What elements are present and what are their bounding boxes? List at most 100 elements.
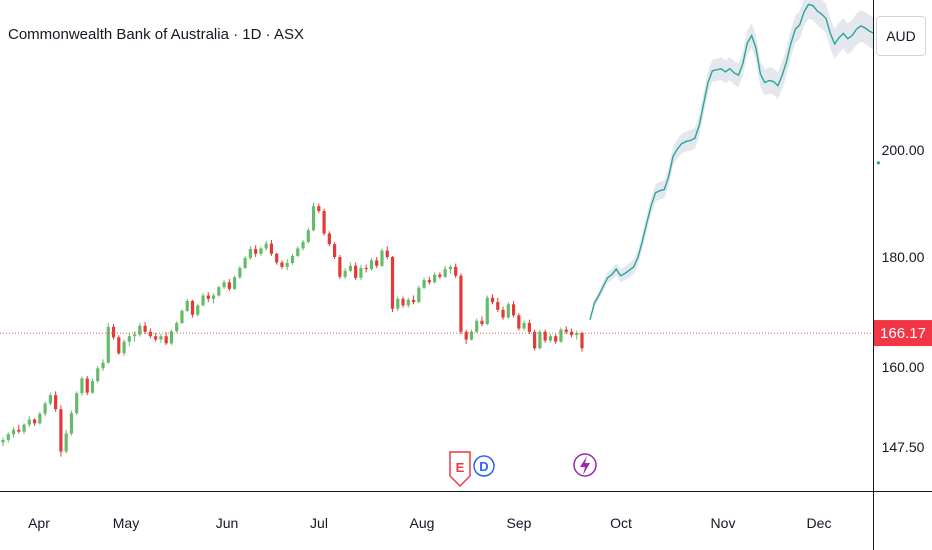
- candle: [306, 227, 310, 244]
- candle-body: [417, 287, 421, 303]
- x-tick-label: May: [113, 515, 139, 531]
- candle-body: [75, 393, 79, 414]
- candle: [59, 405, 63, 457]
- candle-body: [333, 244, 337, 257]
- candle: [427, 276, 431, 285]
- candle: [227, 279, 231, 292]
- candle: [511, 301, 516, 318]
- candle: [396, 296, 400, 311]
- y-axis-ticks: 200.00 180.00 160.00 147.50: [882, 142, 925, 455]
- candle-body: [548, 336, 553, 341]
- x-axis-ticks: Apr May Jun Jul Aug Sep Oct Nov Dec: [28, 515, 831, 531]
- last-price-value: 166.17: [880, 325, 926, 342]
- candle: [196, 303, 200, 317]
- candle-body: [522, 323, 526, 329]
- dividend-event-icon[interactable]: D: [473, 455, 495, 477]
- candle-body: [475, 320, 479, 332]
- candle: [180, 309, 184, 325]
- candle-body: [285, 263, 289, 267]
- candle-body: [359, 268, 363, 278]
- candle: [38, 411, 42, 425]
- candle: [264, 240, 268, 251]
- candle-body: [469, 331, 474, 340]
- candle-body: [527, 323, 531, 332]
- forecast-band: [590, 0, 874, 322]
- candle: [64, 429, 68, 454]
- candle-body: [217, 287, 221, 296]
- candle: [580, 331, 584, 352]
- candle: [564, 326, 568, 334]
- forecast-band-layer: [590, 0, 874, 322]
- candle-body: [206, 295, 210, 299]
- candle: [464, 329, 468, 344]
- currency-button[interactable]: AUD: [876, 16, 926, 56]
- candle: [422, 277, 426, 289]
- candle-body: [501, 309, 505, 318]
- forecast-line: [589, 3, 875, 320]
- candle-body: [348, 265, 352, 271]
- candle: [17, 424, 21, 434]
- candle-body: [401, 298, 405, 306]
- candle-body: [85, 378, 89, 393]
- candle-body: [127, 336, 131, 342]
- candle: [117, 335, 121, 355]
- candle-body: [227, 282, 231, 289]
- candle: [569, 328, 574, 338]
- candle: [285, 259, 289, 271]
- candle: [69, 410, 74, 436]
- candle: [269, 239, 274, 256]
- candle-body: [364, 268, 368, 270]
- candle: [185, 298, 189, 312]
- candle: [506, 302, 510, 319]
- candle: [90, 378, 95, 394]
- candle: [548, 334, 553, 343]
- plot-area[interactable]: [0, 0, 880, 457]
- candle: [48, 392, 52, 406]
- x-tick-label: Dec: [807, 515, 832, 531]
- candle-body: [27, 419, 31, 425]
- candle: [233, 275, 237, 290]
- candle: [222, 280, 226, 289]
- candle-body: [411, 299, 416, 303]
- candle: [154, 332, 158, 342]
- candle-body: [264, 243, 268, 249]
- lightning-icon: [580, 456, 590, 475]
- candle: [311, 202, 316, 232]
- chart-title: Commonwealth Bank of Australia · 1D · AS…: [8, 26, 304, 43]
- candle: [127, 332, 131, 347]
- dividend-event-label: D: [479, 459, 488, 474]
- candle: [469, 329, 474, 341]
- forecast-line-layer: [589, 3, 880, 320]
- candle-body: [259, 248, 263, 254]
- earnings-event-icon[interactable]: E: [449, 451, 471, 488]
- candle-body: [143, 325, 147, 332]
- candle-body: [438, 274, 442, 277]
- candle-body: [96, 368, 100, 382]
- candle: [354, 262, 358, 281]
- candle: [327, 231, 331, 247]
- candle-body: [164, 336, 168, 344]
- candle: [27, 416, 31, 428]
- candle-body: [448, 266, 453, 270]
- candle: [132, 331, 137, 342]
- candle: [411, 295, 416, 305]
- x-tick-label: Aug: [410, 515, 435, 531]
- candle-body: [111, 326, 116, 338]
- lightning-event-icon[interactable]: [573, 453, 597, 477]
- candle: [459, 273, 463, 334]
- candle: [406, 297, 410, 308]
- candle-body: [64, 433, 68, 452]
- candle: [80, 376, 84, 396]
- candle: [43, 401, 47, 417]
- candle: [96, 365, 100, 383]
- candle-body: [243, 258, 247, 268]
- candle-body: [338, 257, 342, 277]
- candle-body: [543, 331, 547, 341]
- candle-body: [185, 301, 189, 311]
- candle-body: [464, 331, 468, 340]
- candle-body: [269, 243, 274, 254]
- candle: [138, 323, 142, 337]
- candle-body: [122, 341, 126, 354]
- candle-body: [443, 269, 447, 277]
